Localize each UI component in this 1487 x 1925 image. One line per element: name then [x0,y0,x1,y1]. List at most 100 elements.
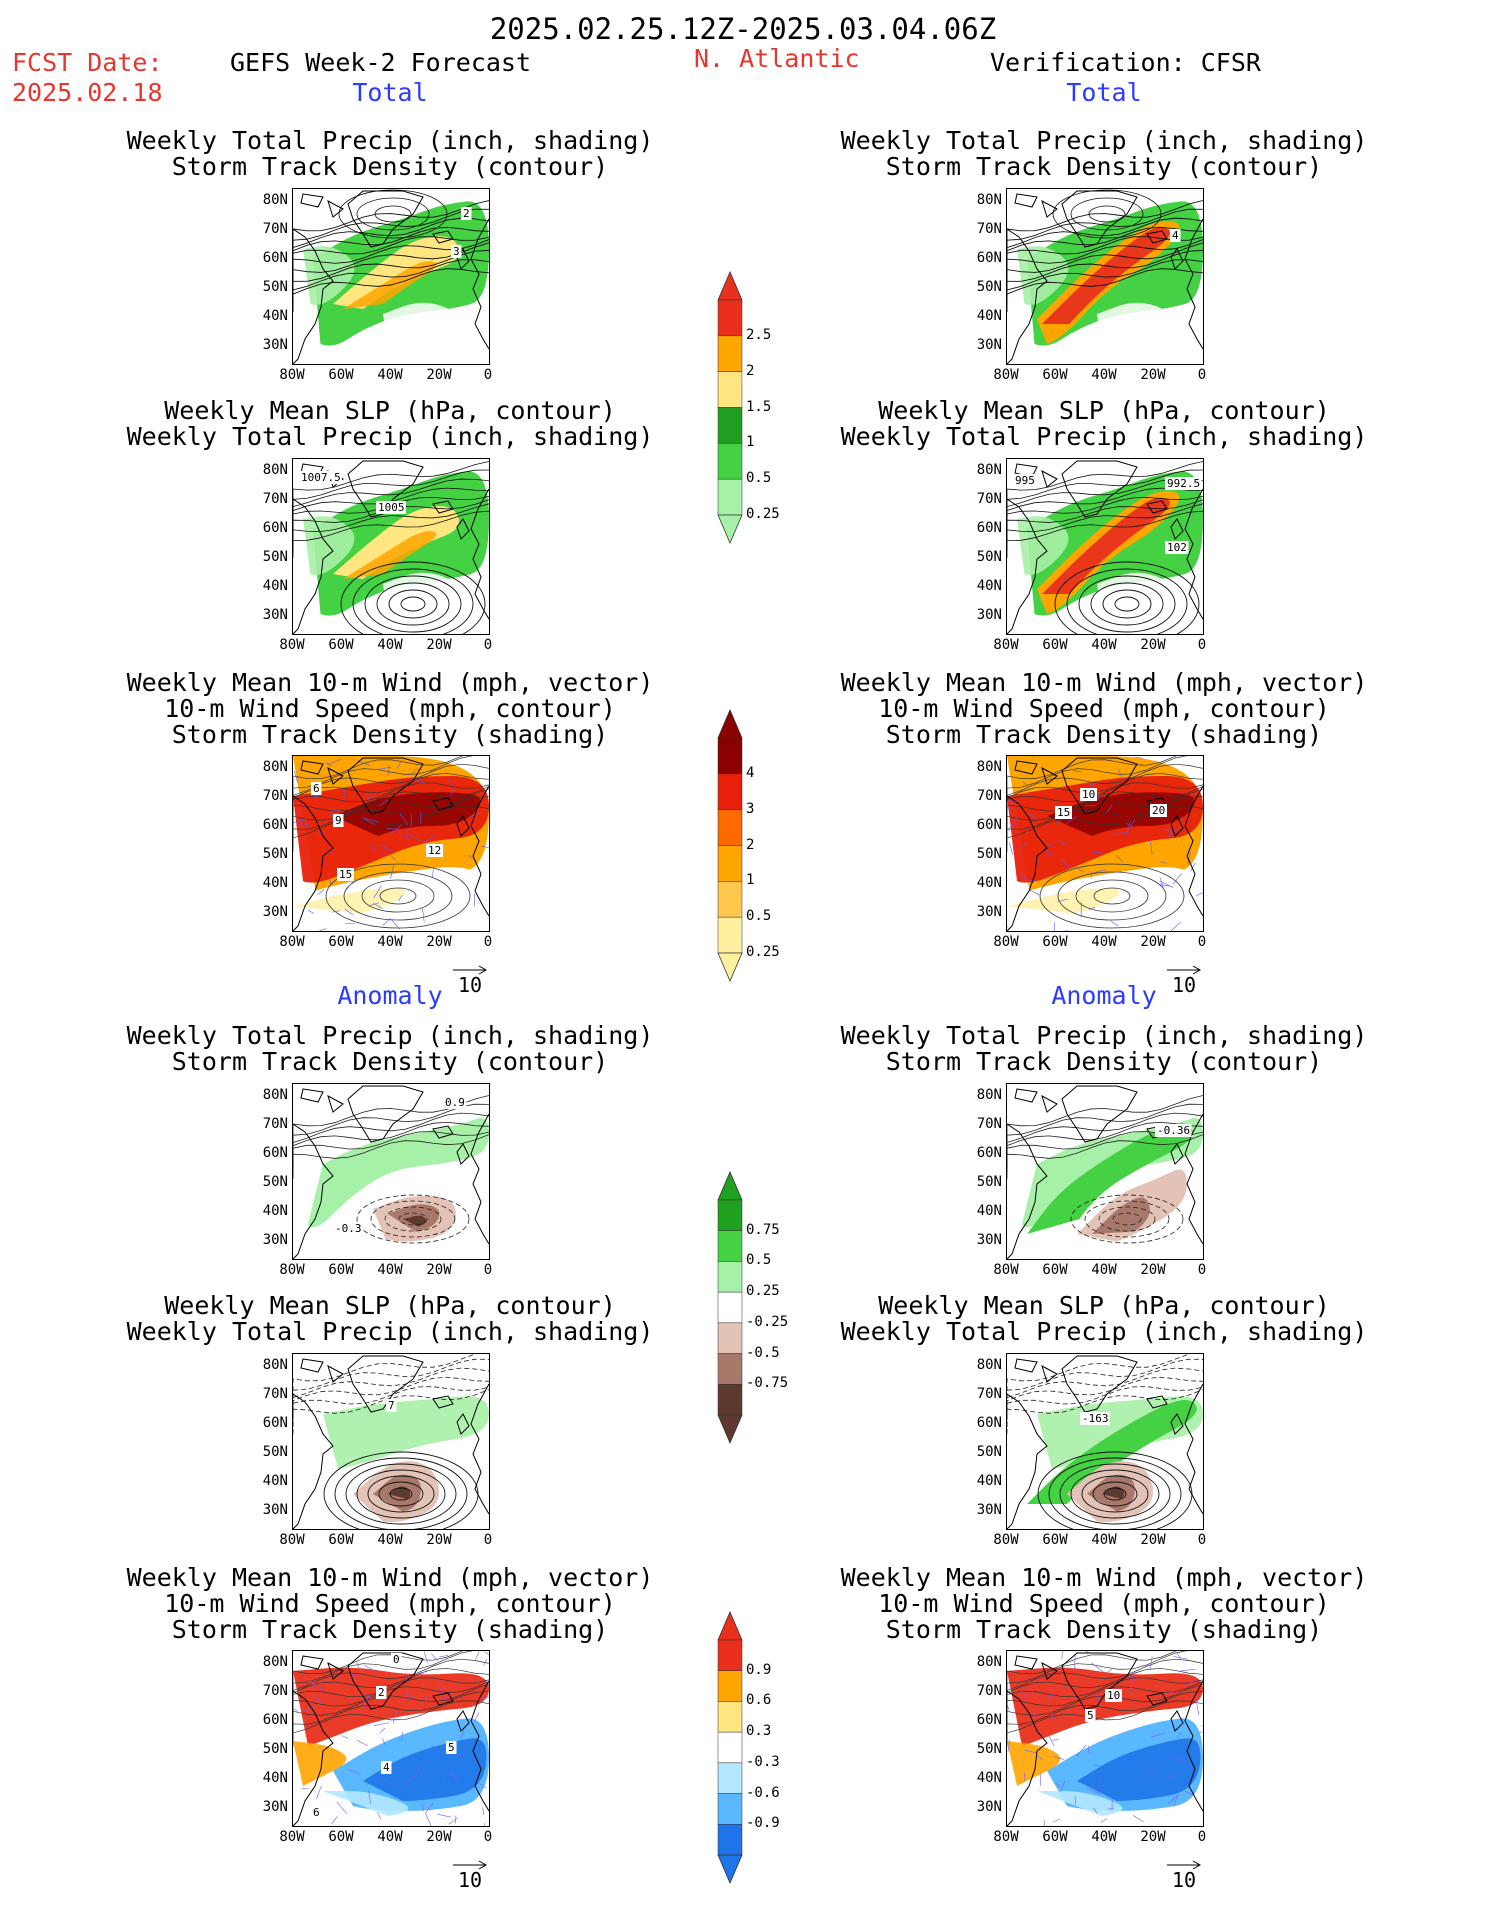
lat-tick-label: 50N [976,279,1002,295]
contour-label: -0.36 [1155,1124,1192,1137]
svg-text:995: 995 [1015,474,1035,487]
lon-tick-label: 40W [1091,367,1117,383]
contour-label: 3 [451,245,462,258]
verification-title: Verification: CFSR [990,48,1261,77]
panel-title-line: Weekly Total Precip (inch, shading) [126,1317,654,1346]
lat-tick-label: 60N [262,250,288,266]
lon-tick-label: 80W [993,1262,1019,1278]
lat-tick-label: 50N [262,279,288,295]
contour-label: 2 [461,207,472,220]
vector-reference-label: 10 [1171,973,1197,997]
lat-tick-label: 40N [262,578,288,594]
colorbar-tick-label: -0.75 [746,1375,789,1392]
colorbar-precip_total [716,270,746,545]
map-shading: 0 2 4 6 5 [293,1651,489,1826]
lat-tick-label: 40N [262,1770,288,1786]
colorbar-tick-label: -0.9 [746,1815,780,1832]
contour-label: 9 [333,814,344,827]
panel-title-line: Storm Track Density (contour) [885,1047,1323,1076]
colorbar-tick-label: 0.5 [746,470,772,487]
lat-tick-label: 50N [262,1174,288,1190]
colorbar-tick-label: 0.5 [746,908,772,925]
lon-tick-label: 60W [1042,1532,1068,1548]
lon-tick-label: 80W [993,637,1019,653]
lon-tick-label: 80W [279,934,305,950]
map-shading: 6 9 12 15 [293,756,489,931]
lon-tick-label: 40W [1091,1262,1117,1278]
map-panel-forecast-slp_precip-total: 1007.5 1005 [292,458,490,635]
svg-text:15: 15 [1057,806,1070,819]
lat-tick-label: 30N [976,1232,1002,1248]
lat-tick-label: 30N [976,607,1002,623]
contour-label: 20 [1150,804,1167,817]
lon-tick-label: 20W [426,1262,452,1278]
svg-text:1007.5: 1007.5 [301,471,341,484]
lon-tick-label: 20W [1140,1262,1166,1278]
lon-tick-label: 0 [1197,934,1207,950]
lat-tick-label: 60N [976,250,1002,266]
lon-tick-label: 80W [279,1262,305,1278]
lat-tick-label: 40N [262,308,288,324]
lat-tick-label: 60N [976,520,1002,536]
colorbar-tick-label: 0.9 [746,1661,772,1678]
svg-text:6: 6 [313,782,320,795]
lat-tick-label: 80N [976,192,1002,208]
svg-text:10: 10 [1082,788,1095,801]
lat-tick-label: 30N [262,1502,288,1518]
vector-reference-arrow [453,1860,488,1870]
lat-tick-label: 50N [262,1741,288,1757]
lon-tick-label: 40W [1091,637,1117,653]
svg-text:3: 3 [453,245,460,258]
lat-tick-label: 40N [976,875,1002,891]
lat-tick-label: 30N [262,1799,288,1815]
colorbar-tick-label: -0.3 [746,1753,780,1770]
lon-tick-label: 80W [279,637,305,653]
lat-tick-label: 80N [976,1357,1002,1373]
lat-tick-label: 50N [976,1741,1002,1757]
lon-tick-label: 20W [1140,367,1166,383]
lat-tick-label: 40N [976,308,1002,324]
lat-tick-label: 60N [262,817,288,833]
vector-reference-label: 10 [1171,1868,1197,1892]
contour-label: 4 [1170,229,1181,242]
map-panel-verification-wind_track-anom: 10 5 [1006,1650,1204,1827]
lon-tick-label: 20W [426,1829,452,1845]
colorbar-tick-label: 4 [746,764,755,781]
map-shading: 4 [1007,189,1203,364]
lat-tick-label: 50N [262,846,288,862]
vector-reference-label: 10 [457,973,483,997]
panel-title-line: Weekly Total Precip (inch, shading) [126,422,654,451]
colorbar-tick-label: 2 [746,836,755,853]
lat-tick-label: 70N [976,491,1002,507]
svg-text:4: 4 [1172,229,1179,242]
lat-tick-label: 30N [976,337,1002,353]
lat-tick-label: 30N [262,337,288,353]
svg-text:102: 102 [1167,541,1187,554]
colorbar-tick-label: 0.75 [746,1221,780,1238]
lon-tick-label: 40W [1091,1829,1117,1845]
panel-title-line: Storm Track Density (shading) [885,720,1323,749]
lon-tick-label: 0 [483,367,493,383]
lat-tick-label: 30N [262,1232,288,1248]
lat-tick-label: 50N [976,549,1002,565]
lat-tick-label: 50N [262,1444,288,1460]
contour-label: 1005 [376,501,406,514]
contour-label: 0.9 [443,1096,467,1109]
lon-tick-label: 40W [377,367,403,383]
lat-tick-label: 80N [262,759,288,775]
lat-tick-label: 50N [976,1174,1002,1190]
panel-title-line: Storm Track Density (contour) [171,1047,609,1076]
lon-tick-label: 20W [426,637,452,653]
colorbar-tick-label: 1 [746,872,755,889]
fcst-date-label: FCST Date: [12,48,163,77]
panel-title-line: Weekly Total Precip (inch, shading) [126,126,654,155]
lon-tick-label: 40W [377,637,403,653]
map-shading: 1007.5 1005 [293,460,489,634]
vector-reference-arrow [1167,965,1202,975]
lat-tick-label: 70N [262,1116,288,1132]
svg-text:0: 0 [393,1653,400,1666]
lat-tick-label: 50N [976,846,1002,862]
colorbar-tick-label: 0.3 [746,1723,772,1740]
map-panel-forecast-wind_track-total: 6 9 12 15 [292,755,490,932]
lon-tick-label: 20W [426,367,452,383]
